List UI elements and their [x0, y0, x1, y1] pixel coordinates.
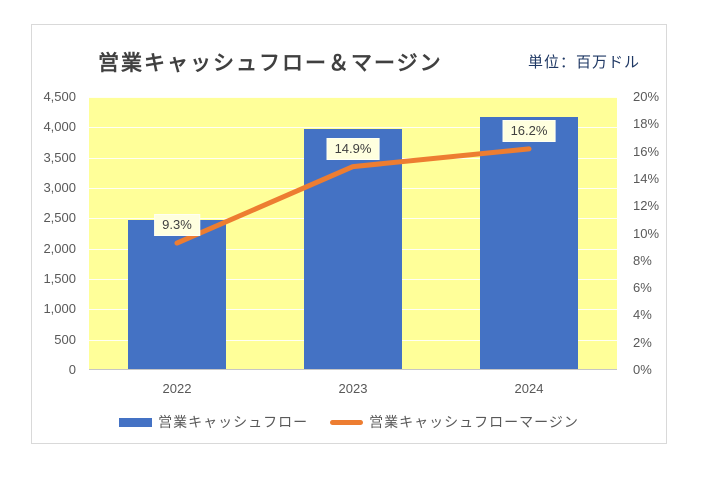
- legend-item: 営業キャッシュフロー: [119, 412, 308, 432]
- left-axis-tick-label: 3,500: [43, 150, 76, 165]
- chart-title: 営業キャッシュフロー＆マージン: [98, 52, 443, 75]
- right-axis-tick-label: 18%: [633, 116, 660, 131]
- unit-label: 単位：百万ドル: [527, 54, 640, 71]
- legend-swatch-line-icon: [330, 419, 364, 425]
- left-axis-tick-label: 500: [54, 332, 76, 347]
- right-axis-tick-label: 8%: [633, 253, 652, 268]
- right-axis-tick-label: 2%: [633, 335, 652, 350]
- right-axis-tick-label: 6%: [633, 280, 652, 295]
- legend: 営業キャッシュフロー 営業キャッシュフローマージン: [32, 412, 666, 432]
- left-axis-tick-label: 4,000: [43, 119, 76, 134]
- data-label-2022: 9.3%: [154, 214, 200, 236]
- left-axis-tick-label: 2,500: [43, 210, 76, 225]
- category-label-2022: 2022: [162, 381, 192, 396]
- right-axis-tick-label: 14%: [633, 171, 660, 186]
- right-axis-tick-label: 16%: [633, 144, 660, 159]
- gridline: [89, 127, 617, 128]
- category-label-2023: 2023: [338, 381, 368, 396]
- gridline: [89, 97, 617, 98]
- right-axis-tick-label: 10%: [633, 226, 660, 241]
- category-label-2024: 2024: [514, 381, 544, 396]
- left-axis-tick-label: 0: [68, 362, 76, 377]
- right-axis-tick-label: 20%: [633, 89, 660, 104]
- right-axis-tick-label: 4%: [633, 307, 652, 322]
- right-axis-tick-label: 0%: [633, 362, 652, 377]
- bar-2024: [480, 117, 578, 369]
- left-axis-tick-label: 1,000: [43, 301, 76, 316]
- data-label-2023: 14.9%: [326, 138, 380, 160]
- margin-line-chart: [174, 146, 532, 246]
- margin-line: [174, 146, 532, 246]
- left-axis-tick-label: 2,000: [43, 241, 76, 256]
- data-label-2024: 16.2%: [502, 120, 556, 142]
- right-axis-tick-label: 12%: [633, 198, 660, 213]
- legend-swatch-bar-icon: [119, 417, 153, 427]
- left-axis-tick-label: 1,500: [43, 271, 76, 286]
- chart-frame: 営業キャッシュフロー＆マージン 単位：百万ドル 4,500 4,000 3,500 3…: [31, 24, 667, 444]
- legend-label: 営業キャッシュフローマージン: [369, 414, 579, 430]
- left-axis-tick-label: 3,000: [43, 180, 76, 195]
- legend-label: 営業キャッシュフロー: [158, 414, 309, 430]
- left-axis-tick-label: 4,500: [43, 89, 76, 104]
- legend-item: 営業キャッシュフローマージン: [330, 412, 579, 432]
